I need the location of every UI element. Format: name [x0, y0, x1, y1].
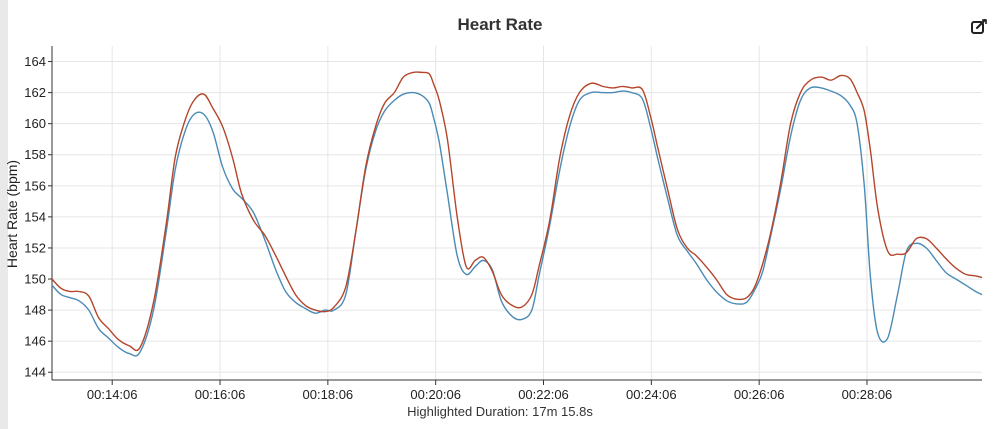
- y-tick-label: 148: [24, 303, 46, 318]
- y-tick-label: 146: [24, 334, 46, 349]
- axis-layer: [48, 46, 982, 385]
- x-tick-label: 00:26:06: [734, 387, 785, 402]
- heart-rate-series-blue: [51, 86, 983, 357]
- x-tick-label: 00:24:06: [626, 387, 677, 402]
- y-tick-label: 158: [24, 147, 46, 162]
- x-tick-label: 00:18:06: [303, 387, 354, 402]
- y-tick-label: 156: [24, 178, 46, 193]
- grid-layer: [52, 46, 982, 380]
- y-tick-label: 152: [24, 240, 46, 255]
- x-tick-label: 00:14:06: [87, 387, 138, 402]
- x-tick-label: 00:28:06: [842, 387, 893, 402]
- y-tick-label: 144: [24, 365, 46, 380]
- y-tick-label: 150: [24, 272, 46, 287]
- highlighted-duration-label: Highlighted Duration: 17m 15.8s: [407, 404, 593, 419]
- x-tick-label: 00:20:06: [410, 387, 461, 402]
- y-tick-label: 154: [24, 209, 46, 224]
- x-tick-label: 00:22:06: [518, 387, 569, 402]
- y-tick-label: 160: [24, 116, 46, 131]
- y-axis-title: Heart Rate (bpm): [4, 160, 20, 268]
- chart-title: Heart Rate: [457, 15, 543, 34]
- left-edge-strip: [0, 0, 8, 429]
- heart-rate-series-red: [51, 71, 983, 352]
- series-layer: [51, 71, 983, 357]
- y-tick-label: 164: [24, 54, 46, 69]
- x-tick-label: 00:16:06: [195, 387, 246, 402]
- y-tick-label: 162: [24, 85, 46, 100]
- pencil-export-icon[interactable]: [970, 18, 988, 36]
- label-layer: 144 146 148 150 152 154 156 158 160 162 164 00:14:0…: [24, 54, 892, 402]
